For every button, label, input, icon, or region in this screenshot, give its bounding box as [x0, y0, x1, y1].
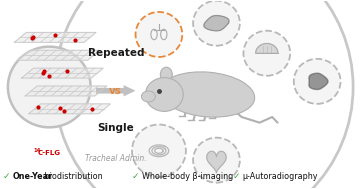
Text: Repeated: Repeated	[87, 48, 144, 58]
Polygon shape	[22, 68, 103, 78]
Polygon shape	[25, 86, 107, 96]
Text: ✓: ✓	[232, 172, 240, 181]
Text: Tracheal Admin.: Tracheal Admin.	[85, 154, 147, 163]
Ellipse shape	[135, 12, 182, 57]
Text: One-Year: One-Year	[12, 172, 53, 181]
Text: ✓: ✓	[3, 172, 10, 181]
Ellipse shape	[145, 78, 183, 111]
Ellipse shape	[160, 67, 172, 82]
Text: 14: 14	[33, 148, 40, 153]
Polygon shape	[29, 104, 110, 114]
Text: μ-Autoradiography: μ-Autoradiography	[243, 172, 318, 181]
Text: Whole-body β-imaging: Whole-body β-imaging	[142, 172, 233, 181]
Ellipse shape	[243, 31, 290, 76]
Text: vs: vs	[109, 86, 122, 96]
Polygon shape	[204, 15, 229, 31]
Text: biodistribution: biodistribution	[42, 172, 103, 181]
Text: Single: Single	[97, 123, 134, 133]
Ellipse shape	[193, 1, 240, 46]
Ellipse shape	[142, 91, 155, 102]
Ellipse shape	[8, 47, 91, 127]
Ellipse shape	[193, 138, 240, 183]
Polygon shape	[309, 73, 328, 90]
Ellipse shape	[160, 72, 255, 117]
Ellipse shape	[294, 59, 340, 104]
Polygon shape	[14, 32, 96, 42]
Polygon shape	[256, 43, 278, 53]
Polygon shape	[18, 50, 100, 60]
Polygon shape	[207, 151, 226, 173]
FancyArrow shape	[96, 85, 135, 96]
Text: C-FLG: C-FLG	[38, 150, 61, 156]
Ellipse shape	[132, 125, 186, 177]
Text: ✓: ✓	[132, 172, 139, 181]
